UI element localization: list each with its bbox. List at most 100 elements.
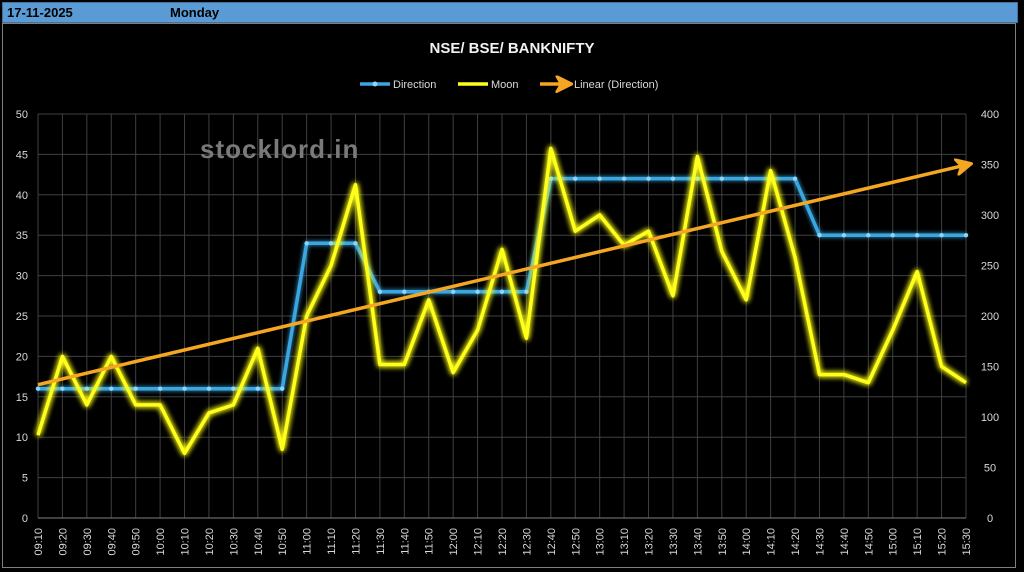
- x-tick-label: 12:20: [497, 528, 509, 556]
- y-left-tick-label: 40: [16, 190, 28, 202]
- x-tick-label: 10:00: [155, 528, 167, 556]
- direction-point: [280, 386, 285, 391]
- direction-point: [573, 176, 578, 181]
- y-right-tick-label: 100: [981, 412, 999, 424]
- legend-label-linear: Linear (Direction): [574, 79, 658, 91]
- direction-point: [914, 233, 920, 238]
- y-left-tick-label: 35: [16, 230, 28, 242]
- direction-point: [548, 176, 554, 181]
- direction-point: [597, 176, 602, 181]
- direction-point: [939, 233, 944, 238]
- chart-frame: [2, 23, 1016, 568]
- y-left-tick-label: 15: [16, 392, 28, 404]
- gridlines: [37, 113, 967, 519]
- direction-point: [621, 176, 627, 181]
- direction-point: [402, 289, 407, 294]
- x-tick-label: 12:30: [521, 528, 533, 556]
- y-right-tick-label: 300: [981, 210, 999, 222]
- direction-point: [890, 233, 895, 238]
- direction-point: [866, 233, 871, 238]
- header-day: Monday: [170, 5, 220, 20]
- x-tick-label: 12:40: [546, 528, 558, 556]
- direction-point: [304, 241, 309, 246]
- y-right-tick-label: 400: [981, 109, 999, 121]
- legend-label-moon: Moon: [491, 79, 519, 91]
- y-left-tick-label: 5: [22, 473, 28, 485]
- x-tick-label: 14:30: [814, 528, 826, 556]
- x-tick-label: 10:30: [228, 528, 240, 556]
- x-tick-label: 12:50: [570, 528, 582, 556]
- x-tick-label: 10:40: [253, 528, 265, 556]
- x-tick-label: 14:50: [863, 528, 875, 556]
- direction-point: [231, 386, 236, 391]
- direction-point: [206, 386, 212, 391]
- direction-point: [719, 176, 724, 181]
- x-tick-label: 09:20: [57, 528, 69, 556]
- x-tick-label: 12:00: [448, 528, 460, 556]
- direction-point: [60, 386, 65, 391]
- y-right-tick-label: 250: [981, 261, 999, 273]
- y-left-tick-label: 45: [16, 149, 28, 161]
- x-tick-label: 15:30: [961, 528, 973, 556]
- y-left-tick-label: 0: [22, 513, 28, 525]
- x-tick-label: 09:50: [131, 528, 143, 556]
- direction-point: [328, 241, 334, 246]
- series: [35, 146, 969, 456]
- x-tick-label: 14:10: [766, 528, 778, 556]
- x-tick-label: 11:10: [326, 528, 338, 555]
- y-right-tick-label: 50: [984, 463, 996, 475]
- axes: 0 5 10 15 20 25 30 35 40 45 50 0 50 100 150 200 250 300 35…: [16, 109, 999, 556]
- x-tick-label: 12:10: [473, 528, 485, 556]
- direction-point: [841, 233, 847, 238]
- x-tick-label: 15:10: [912, 528, 924, 556]
- y-right-tick-label: 150: [981, 362, 999, 374]
- x-tick-label: 13:40: [692, 528, 704, 556]
- direction-point: [499, 289, 505, 294]
- direction-point: [182, 386, 187, 391]
- watermark: stocklord.in: [200, 134, 359, 164]
- x-tick-label: 14:20: [790, 528, 802, 556]
- direction-point: [35, 386, 41, 391]
- y-left-tick-label: 30: [16, 271, 28, 283]
- x-tick-label: 13:50: [717, 528, 729, 556]
- y-left-tick-label: 10: [16, 432, 28, 444]
- x-tick-label: 15:20: [937, 528, 949, 556]
- x-tick-label: 11:00: [302, 528, 314, 555]
- x-tick-label: 15:00: [888, 528, 900, 556]
- direction-point: [255, 386, 260, 391]
- legend-marker-direction: [372, 81, 378, 87]
- x-tick-label: 13:30: [668, 528, 680, 556]
- y-left-tick-label: 20: [16, 351, 28, 363]
- x-tick-label: 11:30: [375, 528, 387, 555]
- x-tick-label: 14:00: [741, 528, 753, 556]
- x-tick-label: 13:10: [619, 528, 631, 556]
- direction-point: [133, 386, 138, 391]
- x-tick-label: 11:40: [399, 528, 411, 555]
- x-tick-label: 11:50: [424, 528, 436, 555]
- x-tick-label: 11:20: [350, 528, 362, 555]
- x-tick-label: 13:20: [644, 528, 656, 556]
- direction-point: [695, 176, 700, 181]
- x-tick-label: 09:10: [33, 528, 45, 556]
- x-tick-label: 09:40: [106, 528, 118, 556]
- direction-point: [377, 289, 383, 294]
- y-right-tick-label: 350: [981, 160, 999, 172]
- direction-point: [646, 176, 651, 181]
- direction-point: [817, 233, 822, 238]
- direction-point: [792, 176, 798, 181]
- direction-point: [450, 289, 456, 294]
- y-left-tick-label: 25: [16, 311, 28, 323]
- x-tick-label: 10:50: [277, 528, 289, 556]
- chart-title: NSE/ BSE/ BANKNIFTY: [429, 40, 594, 57]
- header-date: 17-11-2025: [7, 5, 73, 20]
- direction-point: [963, 233, 969, 238]
- x-tick-label: 10:10: [180, 528, 192, 556]
- direction-point: [744, 176, 749, 181]
- x-tick-label: 14:40: [839, 528, 851, 556]
- x-tick-label: 09:30: [82, 528, 94, 556]
- direction-point: [475, 289, 480, 294]
- direction-point: [157, 386, 163, 391]
- y-right-tick-label: 200: [981, 311, 999, 323]
- direction-point: [84, 386, 90, 391]
- direction-point: [524, 289, 529, 294]
